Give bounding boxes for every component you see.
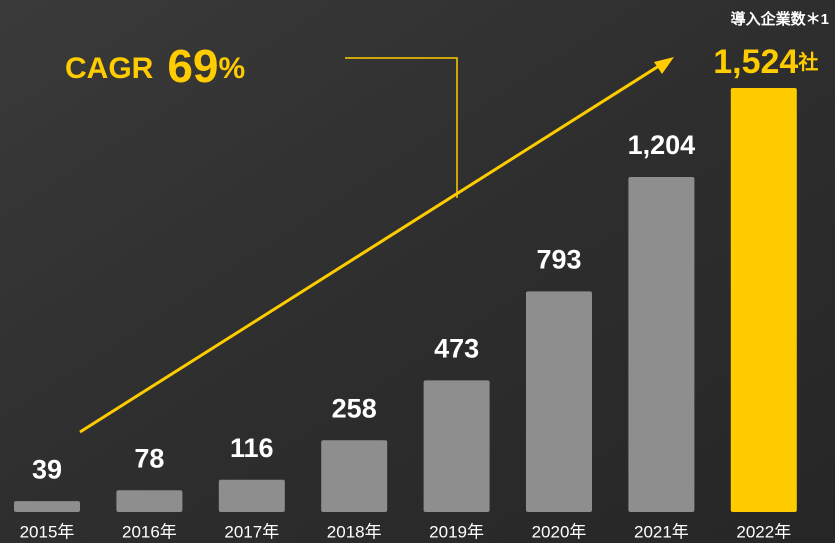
x-tick-label: 2020年 bbox=[532, 522, 587, 541]
bar bbox=[14, 501, 80, 512]
growth-arrow bbox=[79, 62, 663, 434]
x-tick-label: 2019年 bbox=[429, 522, 484, 541]
value-label: 793 bbox=[536, 245, 581, 275]
annotation-connector bbox=[345, 57, 458, 198]
cagr-annotation: CAGR 69% bbox=[65, 40, 245, 92]
bar bbox=[730, 88, 797, 512]
cagr-prefix: CAGR bbox=[65, 52, 154, 85]
value-label: 39 bbox=[32, 454, 62, 484]
bar bbox=[218, 479, 285, 512]
value-label: 1,524 bbox=[713, 43, 798, 81]
x-tick-label: 2018年 bbox=[327, 522, 382, 541]
bar bbox=[321, 440, 388, 512]
bar bbox=[423, 380, 490, 512]
cagr-value: 69 bbox=[167, 40, 218, 92]
value-label: 116 bbox=[230, 433, 274, 463]
value-label: 1,204 bbox=[628, 130, 696, 160]
x-tick-label: 2021年 bbox=[634, 522, 689, 541]
unit-label: 社 bbox=[797, 50, 818, 74]
value-label: 473 bbox=[434, 334, 479, 364]
value-label: 78 bbox=[134, 443, 164, 473]
value-label: 258 bbox=[332, 393, 377, 423]
bar bbox=[628, 177, 695, 512]
cagr-unit: % bbox=[219, 52, 246, 85]
x-tick-label: 2016年 bbox=[122, 522, 177, 541]
value-label-group: 1,524社 bbox=[713, 43, 818, 81]
x-tick-label: 2017年 bbox=[224, 522, 279, 541]
bar bbox=[526, 291, 592, 512]
x-tick-label: 2015年 bbox=[20, 522, 75, 541]
series-label: 導入企業数＊1 bbox=[731, 10, 829, 28]
bar bbox=[116, 490, 183, 512]
x-tick-label: 2022年 bbox=[736, 522, 791, 541]
arrow-head bbox=[654, 57, 674, 74]
